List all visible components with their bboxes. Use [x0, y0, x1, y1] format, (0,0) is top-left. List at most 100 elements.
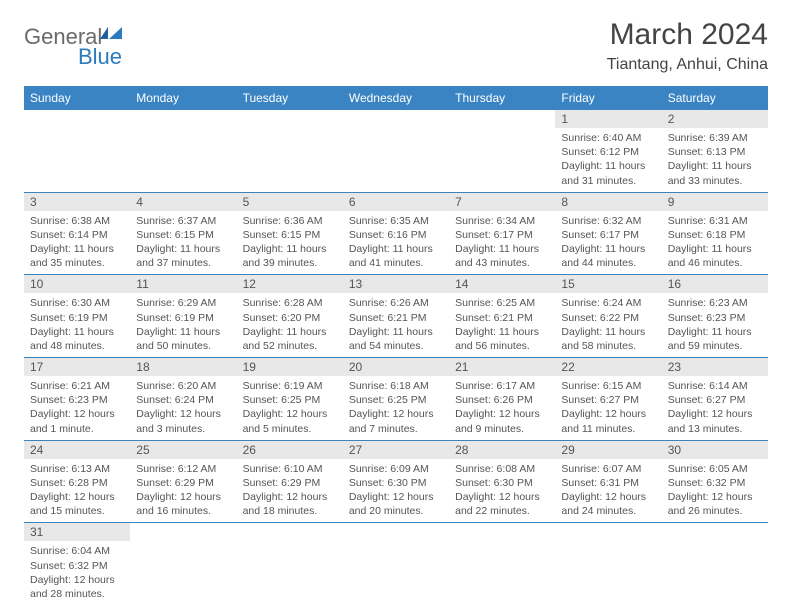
sunrise-text: Sunrise: 6:24 AM	[561, 296, 655, 310]
calendar-day-cell: 10Sunrise: 6:30 AMSunset: 6:19 PMDayligh…	[24, 275, 130, 358]
calendar-day-cell	[343, 110, 449, 192]
calendar-table: Sunday Monday Tuesday Wednesday Thursday…	[24, 86, 768, 605]
sunrise-text: Sunrise: 6:36 AM	[243, 214, 337, 228]
sunset-text: Sunset: 6:21 PM	[349, 311, 443, 325]
day-content: Sunrise: 6:36 AMSunset: 6:15 PMDaylight:…	[237, 211, 343, 275]
sunrise-text: Sunrise: 6:34 AM	[455, 214, 549, 228]
day-number: 4	[130, 193, 236, 211]
weekday-header: Friday	[555, 86, 661, 110]
sunrise-text: Sunrise: 6:04 AM	[30, 544, 124, 558]
daylight-text: Daylight: 11 hours and 58 minutes.	[561, 325, 655, 353]
day-content: Sunrise: 6:29 AMSunset: 6:19 PMDaylight:…	[130, 293, 236, 357]
sunrise-text: Sunrise: 6:38 AM	[30, 214, 124, 228]
day-content: Sunrise: 6:26 AMSunset: 6:21 PMDaylight:…	[343, 293, 449, 357]
sunrise-text: Sunrise: 6:31 AM	[668, 214, 762, 228]
day-content: Sunrise: 6:17 AMSunset: 6:26 PMDaylight:…	[449, 376, 555, 440]
sunrise-text: Sunrise: 6:10 AM	[243, 462, 337, 476]
sunset-text: Sunset: 6:24 PM	[136, 393, 230, 407]
calendar-week-row: 17Sunrise: 6:21 AMSunset: 6:23 PMDayligh…	[24, 358, 768, 441]
sunrise-text: Sunrise: 6:29 AM	[136, 296, 230, 310]
day-number: 3	[24, 193, 130, 211]
sunset-text: Sunset: 6:27 PM	[561, 393, 655, 407]
sunset-text: Sunset: 6:26 PM	[455, 393, 549, 407]
sunrise-text: Sunrise: 6:15 AM	[561, 379, 655, 393]
calendar-day-cell: 6Sunrise: 6:35 AMSunset: 6:16 PMDaylight…	[343, 192, 449, 275]
day-content: Sunrise: 6:25 AMSunset: 6:21 PMDaylight:…	[449, 293, 555, 357]
day-number: 27	[343, 441, 449, 459]
day-content: Sunrise: 6:24 AMSunset: 6:22 PMDaylight:…	[555, 293, 661, 357]
sunset-text: Sunset: 6:21 PM	[455, 311, 549, 325]
sunrise-text: Sunrise: 6:21 AM	[30, 379, 124, 393]
sunrise-text: Sunrise: 6:18 AM	[349, 379, 443, 393]
daylight-text: Daylight: 12 hours and 26 minutes.	[668, 490, 762, 518]
calendar-day-cell: 22Sunrise: 6:15 AMSunset: 6:27 PMDayligh…	[555, 358, 661, 441]
day-number: 22	[555, 358, 661, 376]
day-content: Sunrise: 6:32 AMSunset: 6:17 PMDaylight:…	[555, 211, 661, 275]
daylight-text: Daylight: 11 hours and 56 minutes.	[455, 325, 549, 353]
sunrise-text: Sunrise: 6:20 AM	[136, 379, 230, 393]
sunset-text: Sunset: 6:23 PM	[668, 311, 762, 325]
sunrise-text: Sunrise: 6:23 AM	[668, 296, 762, 310]
day-number: 25	[130, 441, 236, 459]
day-number: 9	[662, 193, 768, 211]
day-number: 18	[130, 358, 236, 376]
daylight-text: Daylight: 12 hours and 1 minute.	[30, 407, 124, 435]
weekday-header-row: Sunday Monday Tuesday Wednesday Thursday…	[24, 86, 768, 110]
weekday-header: Thursday	[449, 86, 555, 110]
calendar-day-cell: 21Sunrise: 6:17 AMSunset: 6:26 PMDayligh…	[449, 358, 555, 441]
logo: GeneralBlue	[24, 24, 126, 70]
sunrise-text: Sunrise: 6:25 AM	[455, 296, 549, 310]
daylight-text: Daylight: 12 hours and 15 minutes.	[30, 490, 124, 518]
day-content: Sunrise: 6:23 AMSunset: 6:23 PMDaylight:…	[662, 293, 768, 357]
day-content: Sunrise: 6:35 AMSunset: 6:16 PMDaylight:…	[343, 211, 449, 275]
calendar-day-cell: 11Sunrise: 6:29 AMSunset: 6:19 PMDayligh…	[130, 275, 236, 358]
sunrise-text: Sunrise: 6:37 AM	[136, 214, 230, 228]
sunset-text: Sunset: 6:25 PM	[349, 393, 443, 407]
calendar-day-cell: 16Sunrise: 6:23 AMSunset: 6:23 PMDayligh…	[662, 275, 768, 358]
daylight-text: Daylight: 11 hours and 39 minutes.	[243, 242, 337, 270]
calendar-week-row: 3Sunrise: 6:38 AMSunset: 6:14 PMDaylight…	[24, 192, 768, 275]
calendar-day-cell: 5Sunrise: 6:36 AMSunset: 6:15 PMDaylight…	[237, 192, 343, 275]
title-block: March 2024 Tiantang, Anhui, China	[607, 18, 768, 74]
sunset-text: Sunset: 6:20 PM	[243, 311, 337, 325]
location: Tiantang, Anhui, China	[607, 56, 768, 74]
sunrise-text: Sunrise: 6:07 AM	[561, 462, 655, 476]
calendar-day-cell: 3Sunrise: 6:38 AMSunset: 6:14 PMDaylight…	[24, 192, 130, 275]
daylight-text: Daylight: 11 hours and 31 minutes.	[561, 159, 655, 187]
sunset-text: Sunset: 6:32 PM	[668, 476, 762, 490]
calendar-day-cell: 28Sunrise: 6:08 AMSunset: 6:30 PMDayligh…	[449, 440, 555, 523]
sunset-text: Sunset: 6:15 PM	[243, 228, 337, 242]
header: GeneralBlue March 2024 Tiantang, Anhui, …	[24, 18, 768, 74]
sunrise-text: Sunrise: 6:17 AM	[455, 379, 549, 393]
daylight-text: Daylight: 11 hours and 41 minutes.	[349, 242, 443, 270]
sunrise-text: Sunrise: 6:32 AM	[561, 214, 655, 228]
calendar-day-cell	[555, 523, 661, 605]
day-content: Sunrise: 6:14 AMSunset: 6:27 PMDaylight:…	[662, 376, 768, 440]
sunset-text: Sunset: 6:13 PM	[668, 145, 762, 159]
sunset-text: Sunset: 6:12 PM	[561, 145, 655, 159]
daylight-text: Daylight: 11 hours and 59 minutes.	[668, 325, 762, 353]
day-number: 12	[237, 275, 343, 293]
sunset-text: Sunset: 6:15 PM	[136, 228, 230, 242]
calendar-day-cell	[662, 523, 768, 605]
calendar-day-cell: 13Sunrise: 6:26 AMSunset: 6:21 PMDayligh…	[343, 275, 449, 358]
weekday-header: Saturday	[662, 86, 768, 110]
calendar-day-cell: 31Sunrise: 6:04 AMSunset: 6:32 PMDayligh…	[24, 523, 130, 605]
day-content: Sunrise: 6:37 AMSunset: 6:15 PMDaylight:…	[130, 211, 236, 275]
sunrise-text: Sunrise: 6:12 AM	[136, 462, 230, 476]
daylight-text: Daylight: 12 hours and 5 minutes.	[243, 407, 337, 435]
calendar-day-cell: 7Sunrise: 6:34 AMSunset: 6:17 PMDaylight…	[449, 192, 555, 275]
calendar-week-row: 24Sunrise: 6:13 AMSunset: 6:28 PMDayligh…	[24, 440, 768, 523]
calendar-day-cell: 1Sunrise: 6:40 AMSunset: 6:12 PMDaylight…	[555, 110, 661, 192]
daylight-text: Daylight: 12 hours and 24 minutes.	[561, 490, 655, 518]
day-number: 16	[662, 275, 768, 293]
calendar-day-cell: 9Sunrise: 6:31 AMSunset: 6:18 PMDaylight…	[662, 192, 768, 275]
daylight-text: Daylight: 11 hours and 52 minutes.	[243, 325, 337, 353]
calendar-day-cell	[24, 110, 130, 192]
sunset-text: Sunset: 6:27 PM	[668, 393, 762, 407]
day-content: Sunrise: 6:40 AMSunset: 6:12 PMDaylight:…	[555, 128, 661, 192]
calendar-day-cell	[449, 110, 555, 192]
day-content: Sunrise: 6:10 AMSunset: 6:29 PMDaylight:…	[237, 459, 343, 523]
logo-text-blue: Blue	[78, 44, 126, 70]
day-number: 21	[449, 358, 555, 376]
